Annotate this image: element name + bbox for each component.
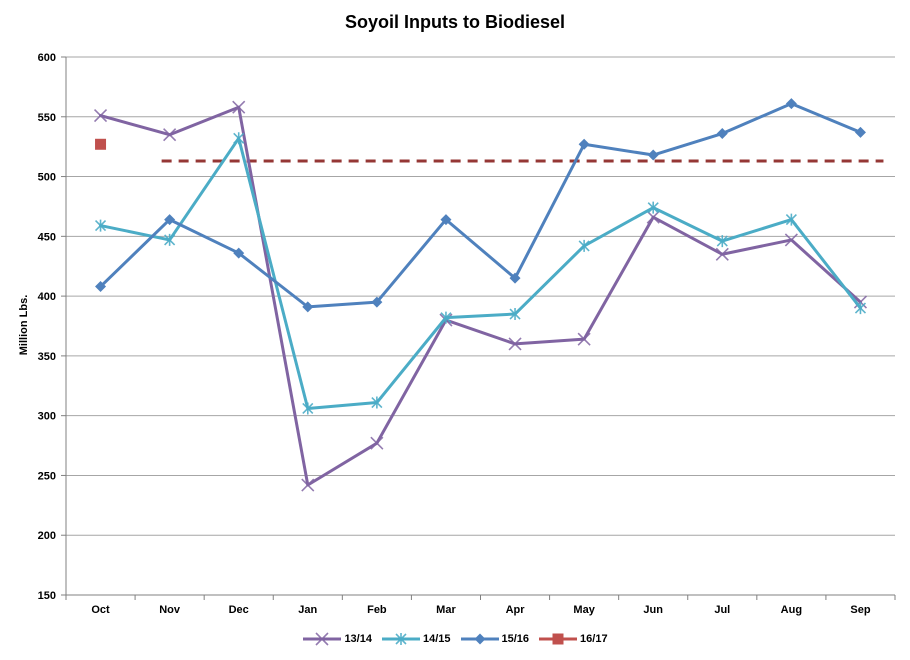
legend-item-16-17: 16/17 bbox=[538, 632, 608, 646]
x-tick-label-jul: Jul bbox=[714, 604, 730, 616]
asterisk-marker-icon bbox=[94, 219, 107, 232]
legend-item-14-15: 14/15 bbox=[381, 632, 451, 646]
x-tick-label-sep: Sep bbox=[850, 604, 870, 616]
y-tick-label: 550 bbox=[38, 112, 56, 124]
x-tick-label-may: May bbox=[573, 604, 595, 616]
y-tick-label: 500 bbox=[38, 172, 56, 184]
diamond-marker-icon bbox=[164, 214, 176, 226]
asterisk-marker-icon bbox=[302, 402, 314, 415]
y-tick-label: 150 bbox=[38, 590, 56, 602]
x-tick-label-dec: Dec bbox=[229, 604, 249, 616]
x-marker-icon bbox=[163, 128, 177, 142]
asterisk-marker-icon bbox=[395, 633, 407, 645]
legend-label: 15/16 bbox=[501, 633, 530, 645]
x-tick-label-oct: Oct bbox=[91, 604, 110, 616]
diamond-marker-icon bbox=[474, 633, 485, 645]
legend-marker-14-15-icon bbox=[381, 633, 420, 645]
diamond-marker-icon bbox=[233, 247, 245, 259]
y-tick-label: 450 bbox=[38, 231, 56, 243]
diamond-marker-icon bbox=[854, 126, 866, 138]
x-marker-icon bbox=[715, 247, 729, 261]
legend-label: 14/15 bbox=[422, 633, 451, 645]
series-line bbox=[99, 102, 862, 309]
legend-marker-15-16-icon bbox=[460, 633, 499, 645]
y-axis-labels: 150 200 250 300 350 400 450 500 550 600 bbox=[38, 52, 56, 602]
diamond-marker-icon bbox=[647, 149, 659, 161]
chart-title: Soyoil Inputs to Biodiesel bbox=[344, 12, 566, 32]
legend-label: 13/14 bbox=[344, 633, 372, 645]
square-marker-icon bbox=[95, 138, 107, 150]
x-tick-label-apr: Apr bbox=[506, 604, 526, 616]
asterisk-marker-icon bbox=[509, 308, 521, 321]
diamond-marker-icon bbox=[785, 98, 797, 110]
diamond-marker-icon bbox=[578, 138, 590, 150]
legend-item-15-16: 15/16 bbox=[460, 632, 530, 646]
series-line bbox=[99, 136, 862, 410]
diamond-marker-icon bbox=[716, 128, 728, 140]
asterisk-marker-icon bbox=[233, 132, 245, 145]
x-marker-icon bbox=[93, 109, 108, 123]
diamond-marker-icon bbox=[440, 214, 452, 226]
square-marker-icon bbox=[552, 633, 564, 645]
asterisk-marker-icon bbox=[578, 239, 590, 252]
x-marker-icon bbox=[301, 478, 315, 492]
asterisk-marker-icon bbox=[164, 233, 176, 246]
y-tick-label: 350 bbox=[38, 351, 56, 363]
series-15-16 bbox=[95, 98, 866, 313]
asterisk-marker-icon bbox=[647, 201, 659, 214]
legend-marker-13-14-icon bbox=[303, 632, 342, 646]
series-16-17 bbox=[95, 138, 107, 150]
diamond-marker-icon bbox=[302, 301, 314, 313]
asterisk-marker-icon bbox=[854, 302, 867, 315]
legend: 13/14 14/15 15/16 16/17 bbox=[0, 629, 910, 649]
x-tick-label-aug: Aug bbox=[781, 604, 802, 616]
y-gridlines bbox=[66, 56, 895, 536]
y-tick-label: 300 bbox=[38, 411, 56, 423]
y-tick-label: 400 bbox=[38, 291, 56, 303]
x-marker-icon bbox=[370, 436, 384, 450]
x-tick-label-jan: Jan bbox=[298, 604, 317, 616]
legend-label: 16/17 bbox=[580, 633, 608, 645]
y-tick-label: 600 bbox=[38, 52, 56, 64]
series-line bbox=[99, 105, 862, 487]
x-marker-icon bbox=[315, 632, 330, 646]
x-marker-icon bbox=[784, 233, 798, 247]
asterisk-marker-icon bbox=[371, 396, 383, 409]
x-tick-label-nov: Nov bbox=[159, 604, 181, 616]
diamond-marker-icon bbox=[95, 281, 107, 293]
legend-marker-16-17-icon bbox=[539, 633, 578, 645]
x-marker-icon bbox=[508, 337, 522, 351]
x-tick-label-feb: Feb bbox=[367, 604, 387, 616]
x-axis-labels: Oct Nov Dec Jan Feb Mar Apr May Jun Jul Aug Sep bbox=[91, 604, 870, 616]
legend-item-13-14: 13/14 bbox=[302, 632, 372, 646]
asterisk-marker-icon bbox=[785, 213, 797, 226]
y-tick-label: 250 bbox=[38, 470, 56, 482]
x-marker-icon bbox=[232, 100, 246, 114]
x-marker-icon bbox=[577, 332, 591, 346]
axes bbox=[61, 56, 896, 600]
x-tick-label-jun: Jun bbox=[643, 604, 663, 616]
diamond-marker-icon bbox=[509, 272, 521, 284]
series-14-15 bbox=[94, 132, 867, 415]
x-tick-label-mar: Mar bbox=[436, 604, 456, 616]
asterisk-marker-icon bbox=[440, 311, 452, 324]
y-tick-label: 200 bbox=[38, 530, 56, 542]
diamond-marker-icon bbox=[371, 296, 383, 308]
asterisk-marker-icon bbox=[716, 235, 728, 248]
x-marker-icon bbox=[646, 210, 660, 224]
